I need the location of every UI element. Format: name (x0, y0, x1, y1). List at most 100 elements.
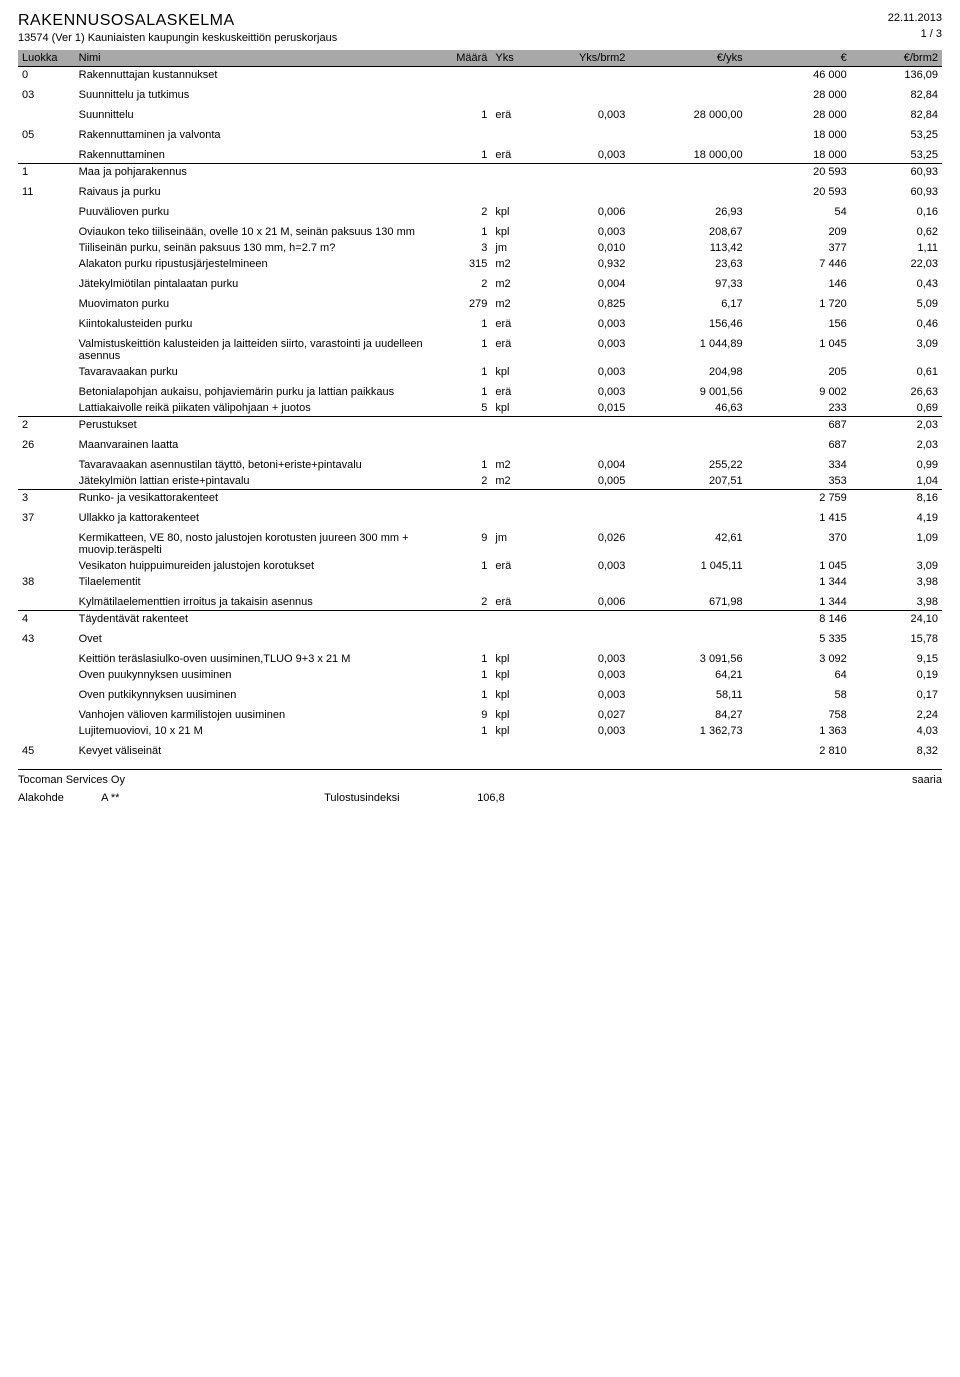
cell-eur: 64 (747, 667, 851, 683)
cell-code (18, 364, 75, 380)
footer-right: saaria (912, 774, 942, 786)
cell-eyks: 58,11 (629, 683, 746, 703)
cell-maara (439, 180, 491, 200)
cell-yks (491, 164, 538, 181)
cell-yksbrm (538, 739, 629, 759)
cell-maara: 1 (439, 683, 491, 703)
cell-ebrm: 53,25 (851, 143, 942, 164)
cell-nimi: Tilaelementit (75, 574, 440, 590)
cell-maara (439, 574, 491, 590)
cell-eyks: 26,93 (629, 200, 746, 220)
cell-ebrm: 1,04 (851, 473, 942, 490)
cell-nimi: Oven putkikynnyksen uusiminen (75, 683, 440, 703)
table-row: Oven puukynnyksen uusiminen1kpl0,00364,2… (18, 667, 942, 683)
cell-eur: 58 (747, 683, 851, 703)
cell-ebrm: 0,17 (851, 683, 942, 703)
cell-ebrm: 82,84 (851, 103, 942, 123)
cell-eur: 8 146 (747, 611, 851, 628)
cell-eyks (629, 739, 746, 759)
cell-maara (439, 611, 491, 628)
cell-code: 45 (18, 739, 75, 759)
table-row: Suunnittelu1erä0,00328 000,0028 00082,84 (18, 103, 942, 123)
cell-yksbrm: 0,003 (538, 143, 629, 164)
cell-nimi: Rakennuttaminen (75, 143, 440, 164)
cell-eur: 1 415 (747, 506, 851, 526)
cell-eur: 7 446 (747, 256, 851, 272)
cell-eur: 20 593 (747, 180, 851, 200)
cell-yks: erä (491, 590, 538, 611)
cell-yksbrm: 0,004 (538, 272, 629, 292)
cell-ebrm: 4,19 (851, 506, 942, 526)
cell-code (18, 703, 75, 723)
table-row: 37Ullakko ja kattorakenteet1 4154,19 (18, 506, 942, 526)
cell-code (18, 453, 75, 473)
cell-eur: 370 (747, 526, 851, 558)
cell-code (18, 380, 75, 400)
cell-ebrm: 22,03 (851, 256, 942, 272)
table-row: Muovimaton purku279m20,8256,171 7205,09 (18, 292, 942, 312)
cell-ebrm: 8,32 (851, 739, 942, 759)
cell-nimi: Vesikaton huippuimureiden jalustojen kor… (75, 558, 440, 574)
cell-maara: 3 (439, 240, 491, 256)
table-row: Vesikaton huippuimureiden jalustojen kor… (18, 558, 942, 574)
cell-yksbrm: 0,003 (538, 312, 629, 332)
cell-eur: 687 (747, 433, 851, 453)
cell-code (18, 220, 75, 240)
cell-eur: 1 344 (747, 574, 851, 590)
cell-eyks: 3 091,56 (629, 647, 746, 667)
cell-code: 3 (18, 490, 75, 507)
cell-nimi: Suunnittelu (75, 103, 440, 123)
col-eyks: €/yks (629, 50, 746, 67)
footer: Tocoman Services Oy saaria (18, 769, 942, 786)
cell-code: 05 (18, 123, 75, 143)
cell-code (18, 667, 75, 683)
cell-nimi: Tavaravaakan asennustilan täyttö, betoni… (75, 453, 440, 473)
cell-nimi: Täydentävät rakenteet (75, 611, 440, 628)
cell-eur: 9 002 (747, 380, 851, 400)
cell-yks (491, 417, 538, 434)
cell-eyks (629, 433, 746, 453)
cell-eur: 1 344 (747, 590, 851, 611)
cell-code (18, 143, 75, 164)
cell-yksbrm (538, 490, 629, 507)
alakohde-val: A ** (101, 792, 201, 804)
table-row: 26Maanvarainen laatta6872,03 (18, 433, 942, 453)
cell-maara (439, 490, 491, 507)
cell-yksbrm (538, 123, 629, 143)
cell-eur: 20 593 (747, 164, 851, 181)
cell-eur: 18 000 (747, 143, 851, 164)
cell-code (18, 683, 75, 703)
cell-code (18, 272, 75, 292)
cell-nimi: Valmistuskeittiön kalusteiden ja laittei… (75, 332, 440, 364)
cell-code (18, 240, 75, 256)
cell-yksbrm (538, 574, 629, 590)
cell-yks (491, 739, 538, 759)
table-row: 0Rakennuttajan kustannukset46 000136,09 (18, 67, 942, 84)
cell-nimi: Tiiliseinän purku, seinän paksuus 130 mm… (75, 240, 440, 256)
cell-nimi: Runko- ja vesikattorakenteet (75, 490, 440, 507)
cell-maara: 1 (439, 364, 491, 380)
cell-nimi: Lujitemuoviovi, 10 x 21 M (75, 723, 440, 739)
table-row: Betonialapohjan aukaisu, pohjaviemärin p… (18, 380, 942, 400)
cell-code (18, 200, 75, 220)
cell-eyks: 6,17 (629, 292, 746, 312)
table-row: Valmistuskeittiön kalusteiden ja laittei… (18, 332, 942, 364)
cell-yksbrm: 0,005 (538, 473, 629, 490)
cell-yks: kpl (491, 723, 538, 739)
cell-yks: jm (491, 526, 538, 558)
cell-code (18, 400, 75, 417)
cell-eur: 758 (747, 703, 851, 723)
cell-nimi: Kiintokalusteiden purku (75, 312, 440, 332)
cell-maara: 2 (439, 272, 491, 292)
cell-eyks (629, 417, 746, 434)
table-row: Keittiön teräslasiulko-oven uusiminen,TL… (18, 647, 942, 667)
cell-eyks: 64,21 (629, 667, 746, 683)
cell-nimi: Ullakko ja kattorakenteet (75, 506, 440, 526)
cell-yks (491, 123, 538, 143)
table-row: Lattiakaivolle reikä piikaten välipohjaa… (18, 400, 942, 417)
cell-yks (491, 180, 538, 200)
cell-eur: 5 335 (747, 627, 851, 647)
cell-eur: 1 363 (747, 723, 851, 739)
cell-yks: erä (491, 380, 538, 400)
cell-yks: kpl (491, 200, 538, 220)
